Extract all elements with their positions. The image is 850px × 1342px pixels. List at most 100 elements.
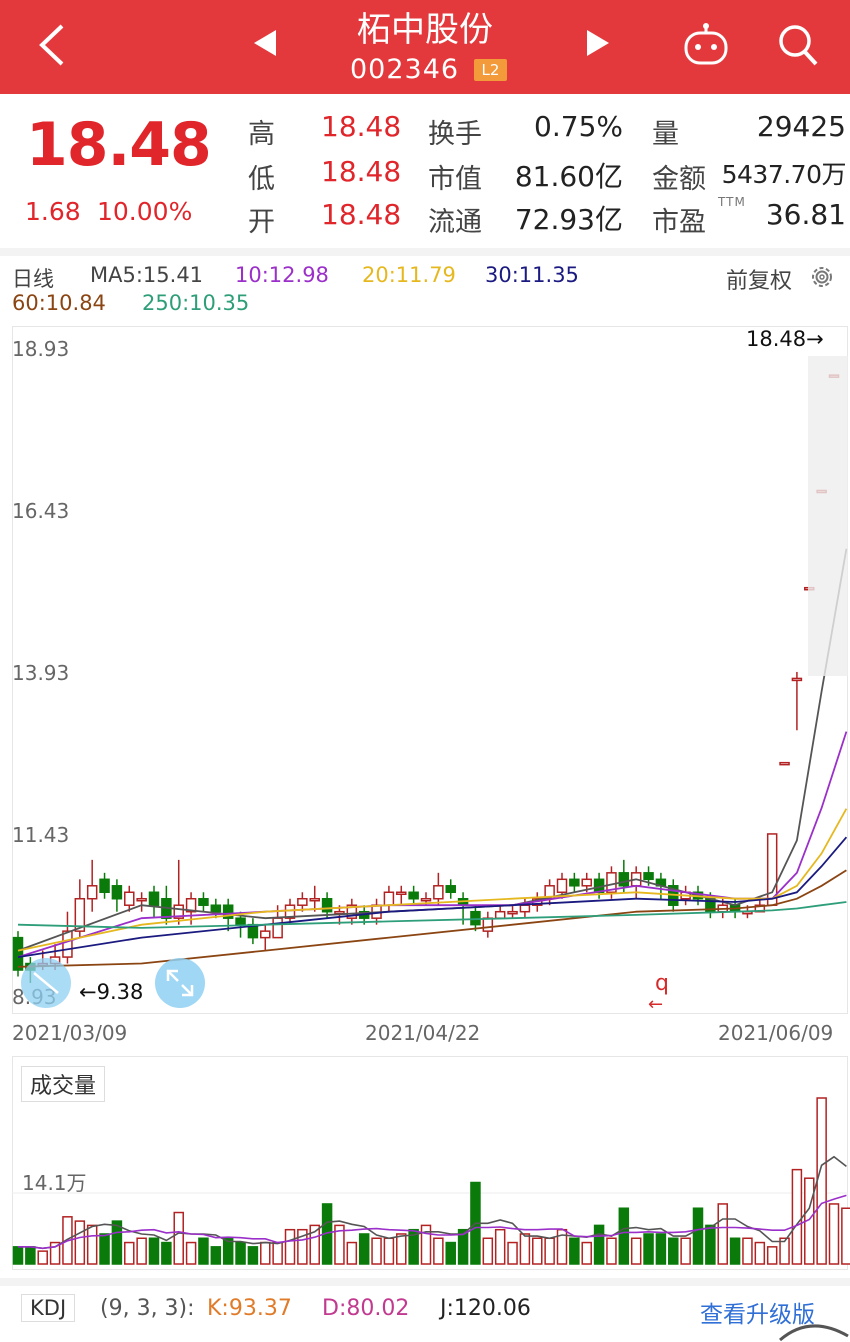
watermark-logo <box>779 1324 849 1342</box>
adjust-mode[interactable]: 前复权 <box>726 269 793 294</box>
volume-bar <box>457 1228 469 1265</box>
x-tick-label: 2021/04/22 <box>365 1021 480 1045</box>
ma-line-ma60 <box>17 869 847 968</box>
prev-stock-icon[interactable] <box>250 28 280 58</box>
crosshair-button[interactable] <box>21 958 71 1008</box>
volume-tick-label: 14.1万 <box>22 1171 87 1195</box>
volume-bar <box>742 1237 753 1265</box>
volume-bar <box>12 1246 24 1265</box>
ma-line-ma30 <box>17 836 848 958</box>
volume-bar <box>507 1241 518 1265</box>
level2-badge[interactable]: L2 <box>474 59 507 81</box>
price-change-pct: 10.00% <box>97 197 193 226</box>
volume-bar <box>482 1237 494 1265</box>
candle <box>62 930 73 958</box>
candle <box>396 891 407 896</box>
x-tick-label: 2021/03/09 <box>12 1021 127 1045</box>
volume-chart[interactable]: 14.1万 <box>0 1056 850 1270</box>
stock-name: 柘中股份 <box>357 10 493 50</box>
volume-bar <box>692 1207 704 1265</box>
fullscreen-icon[interactable] <box>155 958 205 1008</box>
candle <box>272 917 283 939</box>
candle <box>235 917 246 926</box>
volume-bar <box>124 1241 135 1265</box>
candle <box>124 891 135 906</box>
kdj-label[interactable]: KDJ <box>21 1294 76 1322</box>
candle <box>210 904 222 913</box>
volume-bar <box>618 1207 630 1265</box>
ma5-legend: MA5:15.41 <box>90 263 204 287</box>
candle <box>519 904 531 913</box>
candle <box>618 872 630 887</box>
search-icon[interactable] <box>776 22 820 68</box>
volume-bar <box>334 1224 345 1265</box>
event-marker[interactable]: q <box>655 971 669 996</box>
float-cap-value: 72.93亿 <box>514 203 623 236</box>
volume-bar <box>247 1246 259 1265</box>
turnover-label: 换手 <box>428 119 482 150</box>
candle <box>74 897 86 932</box>
volume-label[interactable]: 成交量 <box>21 1066 106 1102</box>
volume-bar <box>717 1203 728 1265</box>
volume-chart-frame[interactable] <box>12 1056 848 1270</box>
upgrade-link[interactable]: 查看升级版 <box>700 1302 815 1328</box>
volume-bar <box>655 1233 667 1265</box>
market-cap-label: 市值 <box>428 164 482 195</box>
candle <box>297 897 308 906</box>
candle <box>111 885 123 900</box>
candle <box>482 917 494 932</box>
volume-bar <box>136 1237 147 1265</box>
candle <box>581 878 592 887</box>
candle <box>198 897 209 906</box>
volume-bar <box>297 1228 308 1265</box>
volume-bar <box>766 1246 778 1265</box>
volume-bar <box>222 1237 234 1265</box>
kdj-j-value: J:120.06 <box>440 1296 531 1321</box>
volume-bar <box>606 1237 617 1265</box>
volume-bar <box>408 1228 419 1265</box>
volume-bar <box>86 1224 98 1265</box>
volume-bar <box>371 1237 382 1265</box>
volume-bar <box>581 1241 592 1265</box>
volume-ma-line <box>18 1194 847 1250</box>
candle <box>86 885 98 900</box>
candle <box>383 891 395 906</box>
pe-value: 36.81 <box>765 198 846 231</box>
volume-bar <box>593 1224 605 1265</box>
period-label[interactable]: 日线 <box>12 267 54 291</box>
y-tick-label: 13.93 <box>12 661 69 685</box>
volume-bar <box>37 1250 48 1265</box>
ma-line-ma5 <box>17 548 848 952</box>
price-change: 1.68 <box>25 197 81 226</box>
pe-label: 市盈 <box>652 207 706 238</box>
ma250-legend: 250:10.35 <box>142 291 250 315</box>
ma10-legend: 10:12.98 <box>235 263 329 287</box>
volume-bar <box>494 1228 506 1265</box>
volume-bar <box>779 1237 790 1265</box>
candle <box>569 878 580 887</box>
volume-bar <box>791 1168 803 1265</box>
volume-bar <box>383 1237 395 1265</box>
pe-ttm-tag: TTM <box>718 195 746 209</box>
ma20-legend: 20:11.79 <box>362 263 456 287</box>
volume-bar <box>668 1237 679 1265</box>
turnover-value: 0.75% <box>534 110 623 143</box>
volume-bar <box>49 1241 61 1265</box>
volume-bar <box>74 1220 86 1265</box>
amount-value: 5437.70万 <box>721 160 847 189</box>
volume-bar <box>754 1241 766 1265</box>
volume-bar <box>185 1241 197 1265</box>
robot-icon[interactable] <box>682 22 730 68</box>
volume-bar <box>198 1237 209 1265</box>
settings-gear-icon[interactable] <box>808 263 836 291</box>
ma-line-ma250 <box>17 901 847 929</box>
price-scale-highlight <box>808 356 848 676</box>
volume-bar <box>210 1246 222 1265</box>
ma60-legend: 60:10.84 <box>12 291 106 315</box>
next-stock-icon[interactable] <box>583 28 613 58</box>
volume-bar <box>841 1207 850 1265</box>
volume-bar <box>729 1237 741 1265</box>
back-icon[interactable] <box>36 22 68 68</box>
float-cap-label: 流通 <box>428 207 482 238</box>
